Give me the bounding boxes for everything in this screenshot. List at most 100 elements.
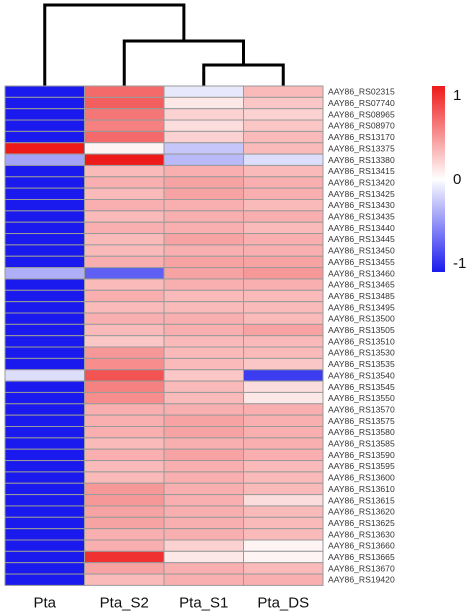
heatmap-cell bbox=[4, 346, 85, 359]
heatmap-cell bbox=[84, 312, 165, 325]
heatmap-cell bbox=[84, 301, 165, 314]
heatmap-cell bbox=[163, 130, 244, 144]
heatmap-cell bbox=[4, 550, 85, 564]
row-label: AAY86_RS13445 bbox=[328, 234, 395, 244]
heatmap-cell bbox=[4, 301, 85, 314]
heatmap-cell bbox=[243, 482, 324, 496]
row-label: AAY86_RS13625 bbox=[328, 518, 395, 528]
heatmap-cell bbox=[163, 414, 244, 427]
heatmap-cell bbox=[243, 199, 324, 212]
heatmap-cell bbox=[84, 505, 165, 518]
heatmap-cell bbox=[4, 108, 85, 121]
heatmap-cell bbox=[84, 221, 165, 235]
heatmap-cell bbox=[4, 130, 85, 144]
heatmap-cell bbox=[4, 494, 85, 507]
row-label: AAY86_RS13450 bbox=[328, 246, 395, 256]
heatmap-cell bbox=[243, 187, 324, 200]
heatmap-cell bbox=[4, 516, 85, 530]
heatmap-cell bbox=[4, 210, 85, 223]
color-scale-bar bbox=[432, 86, 445, 272]
heatmap-cell bbox=[84, 85, 165, 98]
row-label: AAY86_RS13540 bbox=[328, 370, 395, 380]
color-scale-tick-label: 1 bbox=[453, 87, 461, 104]
heatmap-cell bbox=[163, 176, 244, 189]
heatmap-cell bbox=[163, 426, 244, 439]
row-label: AAY86_RS13545 bbox=[328, 382, 395, 392]
heatmap-cell bbox=[243, 108, 324, 121]
heatmap-cell bbox=[84, 403, 165, 416]
heatmap-cell bbox=[243, 414, 324, 427]
dendrogram-branch bbox=[43, 3, 186, 87]
heatmap-cell bbox=[4, 357, 85, 371]
heatmap-cells bbox=[4, 85, 324, 586]
heatmap-cell bbox=[243, 460, 324, 473]
heatmap-cell bbox=[243, 369, 324, 382]
heatmap-cell bbox=[243, 119, 324, 132]
heatmap-cell bbox=[163, 437, 244, 450]
column-dendrogram bbox=[43, 3, 285, 87]
heatmap-cell bbox=[4, 426, 85, 439]
row-label: AAY86_RS13670 bbox=[328, 563, 395, 573]
heatmap-cell bbox=[243, 176, 324, 189]
heatmap-cell bbox=[4, 573, 85, 586]
heatmap-cell bbox=[84, 550, 165, 564]
heatmap-cell bbox=[4, 164, 85, 178]
column-label: Pta_DS bbox=[257, 594, 309, 611]
row-label: AAY86_RS13435 bbox=[328, 212, 395, 222]
column-label: Pta_S1 bbox=[179, 594, 228, 611]
heatmap-cell bbox=[243, 471, 324, 484]
color-scale-tick-label: -1 bbox=[453, 255, 466, 272]
dendrogram-branch bbox=[202, 63, 285, 87]
heatmap-cell bbox=[84, 494, 165, 507]
heatmap-cell bbox=[243, 494, 324, 507]
heatmap-cell bbox=[163, 187, 244, 200]
heatmap-cell bbox=[163, 357, 244, 371]
heatmap-cell bbox=[163, 85, 244, 98]
heatmap-cell bbox=[243, 153, 324, 166]
heatmap-cell bbox=[163, 448, 244, 462]
heatmap-cell bbox=[163, 403, 244, 416]
heatmap-cell bbox=[163, 142, 244, 155]
heatmap-cell bbox=[4, 119, 85, 132]
heatmap-cell bbox=[4, 380, 85, 393]
heatmap-cell bbox=[243, 221, 324, 235]
heatmap-cell bbox=[163, 335, 244, 348]
heatmap-cell bbox=[84, 233, 165, 246]
heatmap-cell bbox=[243, 96, 324, 110]
row-label: AAY86_RS13620 bbox=[328, 507, 395, 517]
heatmap-cell bbox=[243, 210, 324, 223]
heatmap-cell bbox=[163, 346, 244, 359]
heatmap-cell bbox=[243, 448, 324, 462]
heatmap-cell bbox=[243, 164, 324, 178]
heatmap-cell bbox=[4, 471, 85, 484]
heatmap-cell bbox=[243, 539, 324, 552]
heatmap-cell bbox=[163, 505, 244, 518]
heatmap-cell bbox=[163, 108, 244, 121]
color-scale-tick-label: 0 bbox=[453, 171, 461, 188]
heatmap-cell bbox=[243, 380, 324, 393]
heatmap-cell bbox=[4, 391, 85, 405]
heatmap-cell bbox=[84, 516, 165, 530]
heatmap-cell bbox=[163, 119, 244, 132]
row-label: AAY86_RS13495 bbox=[328, 302, 395, 312]
heatmap-cell bbox=[84, 562, 165, 575]
heatmap-cell bbox=[4, 96, 85, 110]
heatmap-cell bbox=[163, 278, 244, 291]
heatmap-cell bbox=[163, 323, 244, 337]
heatmap-cell bbox=[163, 471, 244, 484]
row-label: AAY86_RS13585 bbox=[328, 439, 395, 449]
heatmap-cell bbox=[243, 437, 324, 450]
row-label: AAY86_RS13570 bbox=[328, 404, 395, 414]
heatmap-cell bbox=[4, 403, 85, 416]
heatmap-cell bbox=[84, 96, 165, 110]
row-label: AAY86_RS08970 bbox=[328, 121, 395, 131]
heatmap-cell bbox=[84, 426, 165, 439]
heatmap-cell bbox=[84, 187, 165, 200]
heatmap-cell bbox=[4, 187, 85, 200]
row-label: AAY86_RS13595 bbox=[328, 461, 395, 471]
heatmap-cell bbox=[84, 539, 165, 552]
row-label: AAY86_RS02315 bbox=[328, 87, 395, 97]
heatmap-cell bbox=[84, 471, 165, 484]
heatmap-cell bbox=[4, 369, 85, 382]
heatmap-cell bbox=[243, 335, 324, 348]
